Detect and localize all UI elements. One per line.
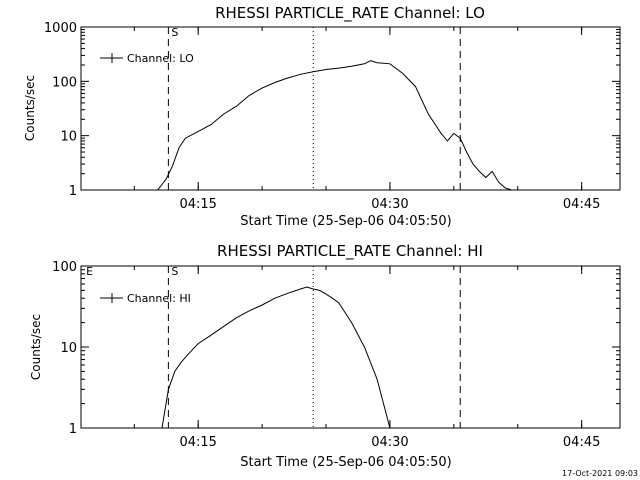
chart-panel-lo: RHESSI PARTICLE_RATE Channel: LO Counts/… [23, 4, 621, 229]
series-line [157, 60, 512, 191]
y-tick-label: 10 [60, 130, 77, 145]
time-markers: SE [167, 26, 461, 190]
chart-title: RHESSI PARTICLE_RATE Channel: HI [217, 242, 483, 261]
y-tick-label: 100 [52, 75, 77, 90]
x-tick-label: 04:30 [371, 197, 408, 212]
y-axis-label: Counts/sec [23, 75, 37, 141]
y-tick-label: 10 [60, 341, 77, 356]
y-tick-label: 1 [69, 422, 77, 437]
legend-label: Channel: HI [127, 292, 191, 305]
y-tick-label: 100 [52, 260, 77, 275]
plot-frame [80, 26, 621, 191]
event-marker-label: S [171, 265, 178, 278]
legend: Channel: HI [100, 292, 191, 305]
plot-frame [80, 265, 621, 429]
x-tick-label: 04:45 [563, 197, 600, 212]
x-tick-label: 04:30 [371, 435, 408, 450]
time-markers: ESE [86, 265, 461, 428]
y-tick-label: 1 [69, 184, 77, 199]
footer-timestamp: 17-Oct-2021 09:03 [562, 469, 638, 478]
y-tick-label: 1000 [44, 21, 77, 36]
x-tick-label: 04:15 [179, 435, 216, 450]
chart-panel-hi: RHESSI PARTICLE_RATE Channel: HI Counts/… [29, 242, 621, 470]
x-axis-label: Start Time (25-Sep-06 04:05:50) [240, 455, 451, 470]
legend-label: Channel: LO [127, 52, 194, 65]
chart-title: RHESSI PARTICLE_RATE Channel: LO [215, 4, 485, 23]
series-line [161, 286, 391, 429]
data-series [161, 286, 391, 429]
x-tick-label: 04:15 [179, 197, 216, 212]
y-ticks: 1 10 100 1000 [44, 21, 620, 199]
y-axis-label: Counts/sec [29, 314, 43, 380]
event-marker-label: E [86, 265, 93, 278]
legend: Channel: LO [100, 52, 194, 65]
x-axis-label: Start Time (25-Sep-06 04:05:50) [240, 214, 451, 229]
event-marker-label: S [171, 26, 178, 39]
x-tick-label: 04:45 [563, 435, 600, 450]
data-series [157, 60, 512, 191]
y-ticks: 1 10 100 [52, 260, 620, 437]
